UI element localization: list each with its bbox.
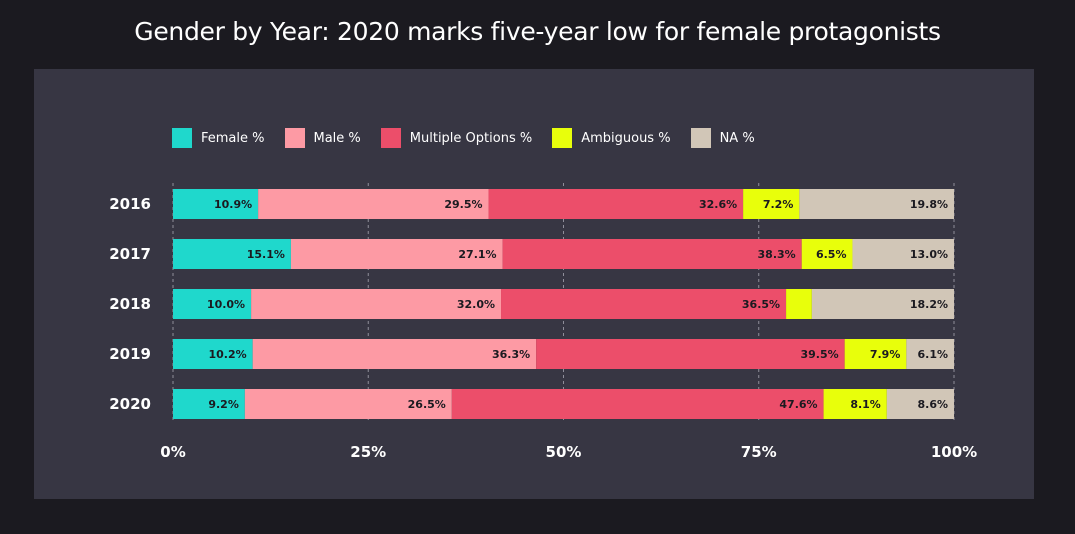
bar-segment	[173, 289, 252, 319]
legend-swatch	[380, 128, 401, 148]
bar-segment	[801, 239, 853, 269]
stacked-bar-chart: 2016 10.9% 29.5% 32.6% 7.2% 19.8% 2017 15.1% 27.…	[109, 183, 977, 461]
x-tick-label: 75%	[741, 443, 777, 461]
legend-swatch	[172, 128, 192, 148]
data-label: 7.2%	[763, 198, 794, 211]
legend-label: NA %	[719, 130, 755, 146]
bar-segment	[886, 389, 954, 419]
bar-segment	[173, 339, 253, 369]
legend-item: Female %	[172, 128, 265, 148]
legend-swatch	[552, 128, 573, 148]
data-label: 8.6%	[917, 398, 948, 411]
data-label: 36.3%	[492, 348, 530, 361]
bar-segment	[743, 189, 800, 219]
data-label: 9.2%	[208, 398, 239, 411]
legend-item: Ambiguous %	[552, 128, 671, 148]
data-label: 8.1%	[850, 398, 881, 411]
bar-segment	[251, 289, 502, 319]
data-label: 19.8%	[910, 198, 948, 211]
bar-segment	[786, 289, 812, 319]
bar-segment	[844, 339, 907, 369]
legend-item: Multiple Options %	[380, 128, 533, 148]
legend-label: Ambiguous %	[581, 130, 671, 146]
x-tick-label: 100%	[931, 443, 977, 461]
bar-segment	[852, 239, 954, 269]
legend-item: NA %	[690, 128, 755, 148]
chart-panel: Female % Male % Multiple Options % Ambiguou…	[34, 69, 1034, 499]
x-tick-label: 50%	[546, 443, 582, 461]
bar-segment	[823, 389, 887, 419]
bar-segment	[799, 189, 954, 219]
legend-swatch	[690, 128, 711, 148]
data-label: 10.9%	[214, 198, 252, 211]
data-label: 29.5%	[444, 198, 482, 211]
category-label: 2020	[109, 395, 151, 413]
data-label: 10.0%	[207, 298, 245, 311]
bar-segment	[173, 389, 245, 419]
legend-label: Male %	[313, 130, 361, 146]
bar-segment	[536, 339, 845, 369]
bar-segment	[258, 189, 489, 219]
data-label: 18.2%	[910, 298, 948, 311]
data-label: 47.6%	[779, 398, 817, 411]
data-label: 38.3%	[758, 248, 796, 261]
data-label: 6.1%	[917, 348, 948, 361]
bar-segment	[290, 239, 503, 269]
bar-segment	[451, 389, 824, 419]
category-label: 2018	[109, 295, 151, 313]
category-label: 2016	[109, 195, 151, 213]
data-label: 7.9%	[870, 348, 901, 361]
data-label: 27.1%	[458, 248, 496, 261]
data-label: 10.2%	[208, 348, 246, 361]
legend-label: Multiple Options %	[409, 130, 533, 146]
data-label: 39.5%	[800, 348, 838, 361]
x-tick-label: 0%	[160, 443, 185, 461]
bar-segment	[906, 339, 954, 369]
bar-segment	[244, 389, 452, 419]
data-label: 6.5%	[816, 248, 847, 261]
legend-swatch	[284, 128, 305, 148]
data-label: 36.5%	[742, 298, 780, 311]
bar-segment	[502, 239, 802, 269]
x-tick-label: 25%	[350, 443, 386, 461]
data-label: 32.6%	[699, 198, 737, 211]
data-label: 15.1%	[247, 248, 285, 261]
category-label: 2019	[109, 345, 151, 363]
bar-segment	[252, 339, 537, 369]
bar-segment	[173, 239, 291, 269]
chart-legend: Female % Male % Multiple Options % Ambiguou…	[172, 128, 775, 148]
category-label: 2017	[109, 245, 151, 263]
bar-segment	[501, 289, 787, 319]
bar-segment	[811, 289, 954, 319]
legend-item: Male %	[284, 128, 361, 148]
bar-segment	[488, 189, 744, 219]
data-label: 26.5%	[408, 398, 446, 411]
data-label: 32.0%	[457, 298, 495, 311]
chart-title: Gender by Year: 2020 marks five-year low…	[134, 17, 941, 46]
legend-label: Female %	[201, 130, 265, 146]
data-label: 13.0%	[910, 248, 948, 261]
bar-segment	[173, 189, 259, 219]
